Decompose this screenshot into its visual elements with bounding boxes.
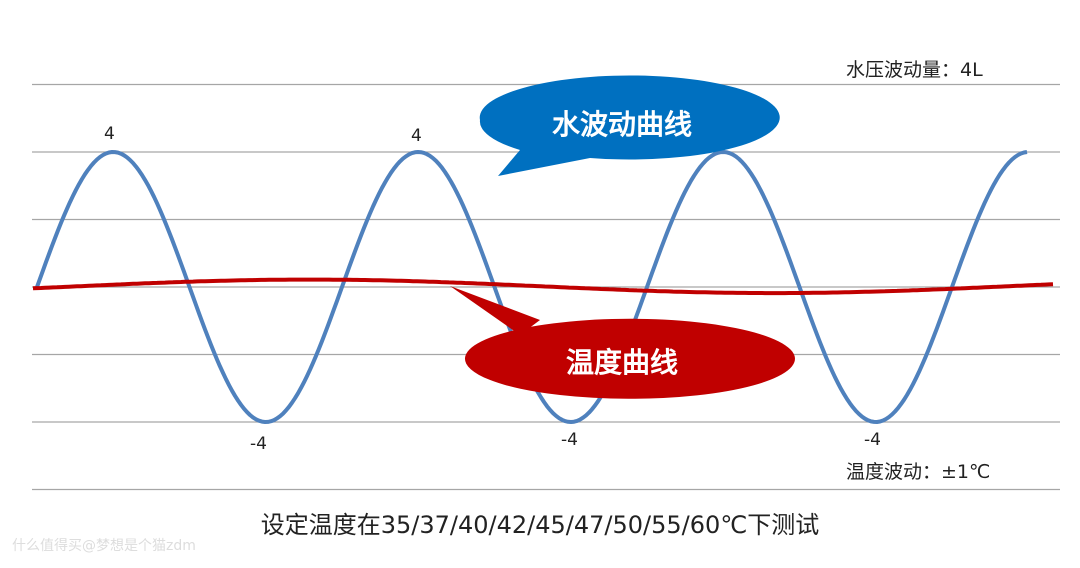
water-pressure-note: 水压波动量：4L	[846, 59, 983, 81]
temp-callout-text: 温度曲线	[566, 346, 679, 379]
water-callout-bubble	[479, 75, 780, 176]
trough-label: -4	[250, 434, 267, 454]
peak-label: 4	[411, 126, 422, 146]
water-callout-text: 水波动曲线	[552, 108, 693, 141]
watermark: 什么值得买@梦想是个猫zdm	[12, 538, 196, 554]
trough-label: -4	[864, 430, 881, 450]
caption: 设定温度在35/37/40/42/45/47/50/55/60℃下测试	[260, 511, 820, 539]
temperature-note: 温度波动：±1℃	[846, 461, 991, 483]
peak-label: 4	[104, 124, 115, 144]
temperature-line	[32, 277, 1054, 296]
trough-label: -4	[561, 430, 578, 450]
temp-callout-bubble	[450, 286, 795, 399]
